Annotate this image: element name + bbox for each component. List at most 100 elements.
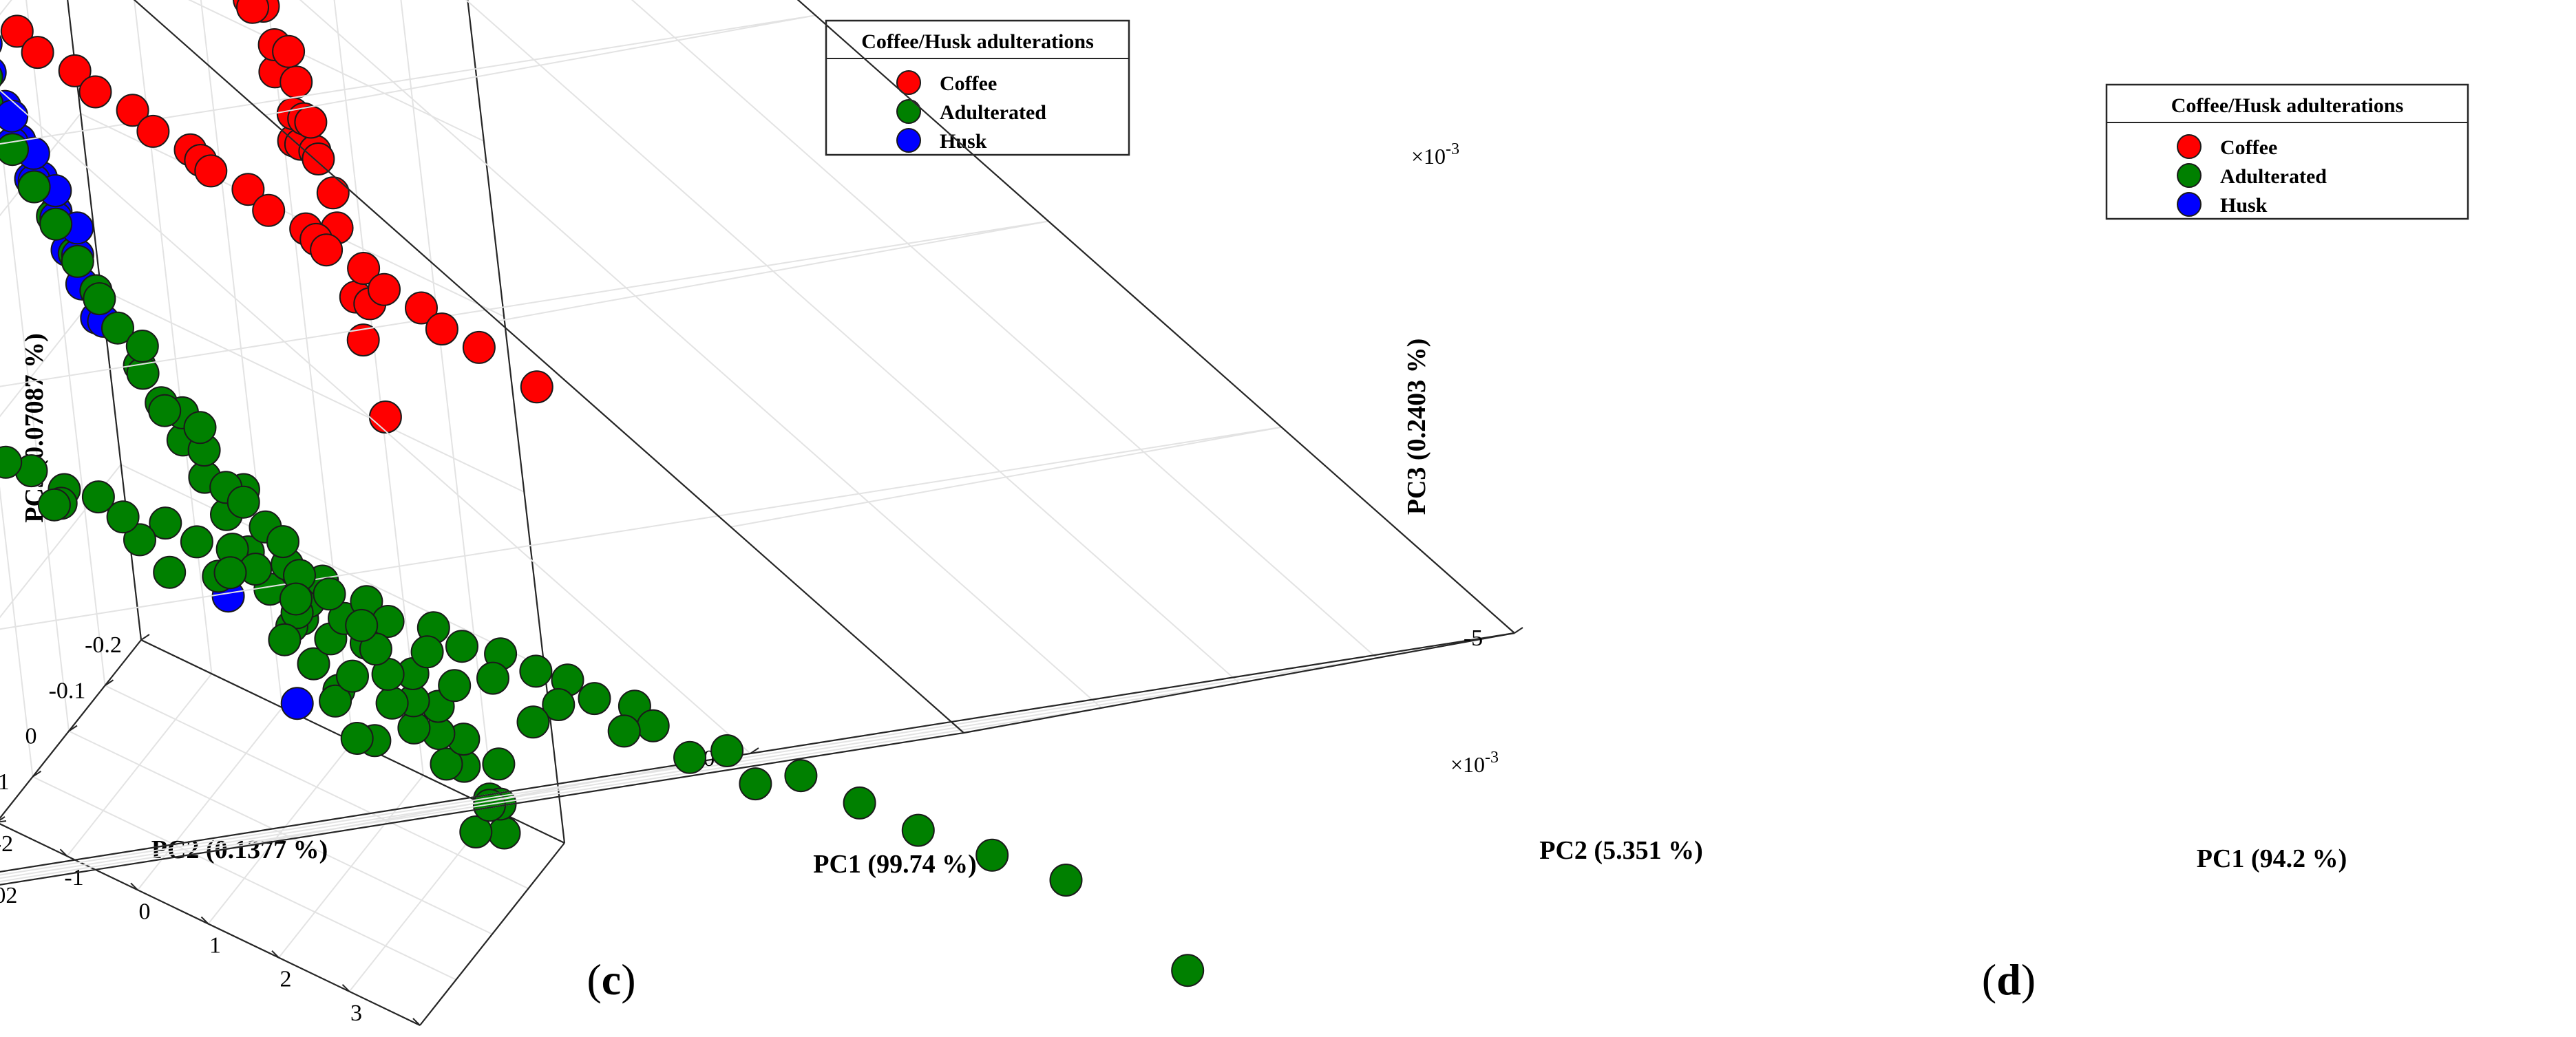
z-exponent-power: -3 bbox=[1446, 140, 1459, 158]
data-point-adulterated bbox=[1171, 954, 1205, 987]
data-point-coffee bbox=[347, 252, 381, 285]
z-axis-label: PC3 (0.07087 %) bbox=[20, 333, 49, 522]
data-point-adulterated bbox=[578, 682, 611, 716]
y-axis-label: PC2 (5.351 %) bbox=[1539, 836, 1702, 865]
y-tick-label: 0.1 bbox=[0, 769, 10, 795]
data-point-adulterated bbox=[81, 480, 115, 514]
data-point-coffee bbox=[310, 233, 344, 267]
grid-line-y-floor bbox=[105, 685, 529, 890]
y-tick-label: 0 bbox=[25, 724, 37, 749]
data-point-adulterated bbox=[673, 740, 707, 774]
y-exponent-power: -3 bbox=[1485, 749, 1499, 767]
data-point-adulterated bbox=[125, 330, 159, 363]
x-tick-label: 1 bbox=[209, 933, 221, 959]
data-point-coffee bbox=[520, 370, 553, 404]
x-tick-label: 0 bbox=[139, 899, 151, 924]
grid-line-y-side bbox=[0, 89, 751, 754]
data-point-adulterated bbox=[710, 734, 744, 767]
panel-label-close-paren: ) bbox=[2021, 955, 2036, 1004]
legend-title: Coffee/Husk adulterations bbox=[2171, 94, 2404, 117]
data-point-adulterated bbox=[213, 556, 247, 590]
x-tick-mark bbox=[341, 984, 350, 992]
z-axis-label: PC3 (0.2403 %) bbox=[1402, 339, 1431, 515]
z-exponent-label: ×10-3 bbox=[1411, 140, 1459, 169]
data-point-adulterated bbox=[268, 623, 302, 656]
x-tick-label: 3 bbox=[350, 1001, 362, 1026]
legend-box bbox=[2105, 83, 2469, 220]
x-tick-label: -0.02 bbox=[0, 883, 17, 908]
data-point-coffee bbox=[21, 36, 54, 70]
legend-entry-adulterated: Adulterated bbox=[940, 101, 1046, 124]
data-point-adulterated bbox=[180, 525, 213, 559]
data-point-adulterated bbox=[975, 838, 1009, 872]
data-point-adulterated bbox=[0, 445, 23, 479]
data-point-adulterated bbox=[0, 67, 3, 87]
data-point-adulterated bbox=[901, 813, 935, 847]
grid-line-z-back bbox=[120, 464, 545, 668]
grid-line-z-side bbox=[0, 426, 1282, 630]
data-point-adulterated bbox=[542, 688, 576, 721]
x-tick-label: 4 bbox=[421, 1034, 433, 1037]
data-point-husk bbox=[0, 34, 3, 53]
data-point-adulterated bbox=[279, 582, 313, 616]
data-point-adulterated bbox=[149, 506, 182, 540]
x-tick-mark bbox=[412, 1018, 421, 1026]
data-point-adulterated bbox=[438, 669, 472, 703]
data-point-adulterated bbox=[226, 485, 260, 519]
grid-line-z-back bbox=[730, 426, 1282, 528]
data-point-adulterated bbox=[0, 133, 29, 167]
panel-label-open-paren: ( bbox=[1982, 955, 1996, 1004]
axis-box-edge bbox=[0, 731, 964, 886]
grid-line-x-back bbox=[465, 0, 1240, 684]
grid-line-z-back bbox=[497, 220, 1049, 322]
data-point-adulterated bbox=[516, 705, 550, 739]
data-point-adulterated bbox=[739, 767, 772, 801]
legend-marker-husk bbox=[2177, 192, 2202, 217]
axis-box-edge bbox=[467, 0, 566, 844]
legend-title: Coffee/Husk adulterations bbox=[861, 30, 1094, 53]
y-tick-mark bbox=[0, 816, 6, 821]
data-point-husk bbox=[280, 687, 314, 720]
panel-label-letter: c bbox=[602, 955, 621, 1004]
grid-line-y-side bbox=[0, 126, 70, 731]
legend-marker-husk bbox=[896, 128, 921, 153]
data-point-adulterated bbox=[101, 311, 134, 345]
data-point-coffee bbox=[279, 65, 313, 99]
y-exponent-label: ×10-3 bbox=[1450, 749, 1499, 777]
y-tick-label: -5 bbox=[1464, 626, 1483, 651]
x-axis-label: PC1 (94.2 %) bbox=[2197, 844, 2347, 873]
y-tick-mark bbox=[750, 747, 759, 754]
panel-label-letter: d bbox=[1996, 955, 2021, 1004]
data-point-adulterated bbox=[183, 411, 217, 445]
data-point-adulterated bbox=[297, 647, 330, 681]
legend-marker-coffee bbox=[2177, 134, 2202, 159]
grid-line-x-floor bbox=[0, 707, 1102, 883]
y-tick-mark bbox=[32, 770, 42, 778]
data-point-adulterated bbox=[83, 282, 116, 316]
data-point-adulterated bbox=[843, 786, 876, 820]
data-point-adulterated bbox=[1049, 864, 1083, 897]
grid-line-x-back bbox=[266, 0, 354, 742]
data-point-adulterated bbox=[39, 207, 73, 241]
data-point-coffee bbox=[236, 0, 269, 24]
grid-line-z-side bbox=[0, 220, 1049, 387]
axis-box-edge bbox=[133, 0, 964, 734]
y-tick-label: -0.2 bbox=[85, 632, 122, 658]
data-point-adulterated bbox=[61, 244, 94, 278]
grid-line-y-side bbox=[0, 486, 34, 777]
data-point-adulterated bbox=[106, 500, 140, 534]
x-tick-mark bbox=[59, 848, 68, 857]
grid-line-x-back bbox=[299, 0, 1102, 709]
legend-box bbox=[825, 19, 1130, 156]
data-point-adulterated bbox=[148, 394, 182, 427]
x-tick-mark bbox=[271, 950, 279, 959]
data-point-adulterated bbox=[636, 709, 670, 742]
y-exponent-base: ×10 bbox=[1450, 752, 1485, 777]
grid-line-y-floor bbox=[68, 730, 493, 935]
data-point-adulterated bbox=[17, 170, 51, 204]
data-point-coffee bbox=[405, 291, 438, 325]
grid-line-x-back bbox=[333, 0, 424, 776]
x-tick-mark bbox=[130, 882, 138, 891]
panel-label-open-paren: ( bbox=[587, 955, 601, 1004]
grid-line-z-back bbox=[100, 288, 525, 493]
